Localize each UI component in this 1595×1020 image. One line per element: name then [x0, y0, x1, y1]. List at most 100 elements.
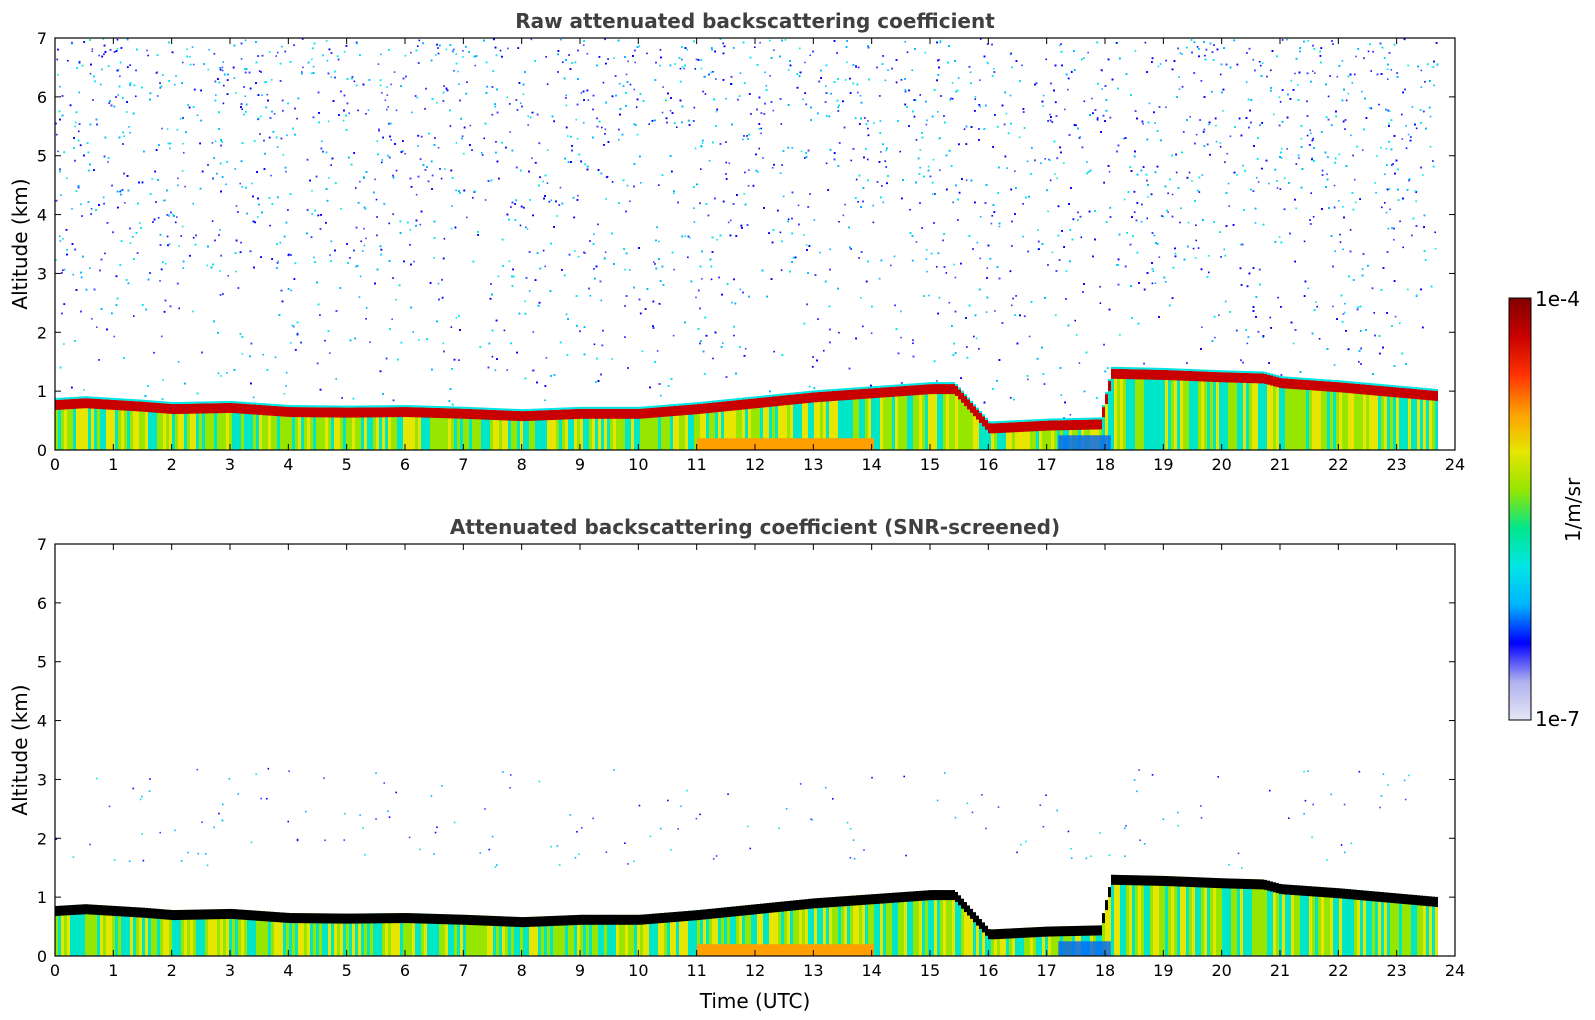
top-layer-band	[658, 407, 661, 418]
top-layer-band	[517, 410, 520, 421]
noise-speck	[461, 135, 464, 137]
noise-speck	[683, 67, 685, 70]
backscatter-column	[901, 386, 904, 450]
backscatter-column	[499, 410, 502, 450]
noise-speck	[386, 94, 389, 96]
noise-speck	[1188, 171, 1191, 174]
backscatter-column	[724, 401, 727, 450]
top-layer-band	[388, 407, 391, 418]
layer-edge	[415, 405, 418, 408]
layer-edge	[1051, 418, 1054, 421]
noise-speck	[1373, 312, 1376, 314]
top-layer-band	[1288, 378, 1291, 389]
noise-speck	[365, 307, 368, 309]
layer-edge	[877, 385, 880, 388]
top-layer-band	[958, 389, 961, 400]
layer-edge	[115, 398, 118, 401]
layer-edge	[394, 405, 397, 408]
top-layer-band	[598, 408, 601, 419]
noise-speck	[957, 77, 960, 79]
top-layer-band	[838, 390, 841, 401]
noise-speck	[979, 79, 981, 81]
noise-speck	[1037, 229, 1039, 231]
top-layer-band	[1384, 386, 1387, 397]
noise-speck	[362, 176, 365, 178]
noise-speck	[474, 64, 477, 67]
top-layer-band	[784, 395, 787, 406]
noise-speck	[1152, 270, 1155, 272]
noise-speck	[386, 108, 388, 111]
top-layer-band	[967, 399, 970, 410]
noise-speck	[412, 331, 415, 333]
surface-layer	[847, 438, 850, 450]
noise-speck	[289, 342, 292, 344]
top-layer-band	[211, 403, 214, 414]
layer-edge	[826, 389, 829, 392]
noise-speck	[782, 195, 785, 198]
backscatter-column	[1237, 372, 1240, 450]
backscatter-column	[1108, 381, 1111, 450]
backscatter-column	[793, 394, 796, 450]
top-layer-band	[973, 406, 976, 417]
noise-speck	[1342, 205, 1344, 208]
backscatter-column	[433, 407, 436, 450]
layer-edge	[1219, 370, 1222, 373]
layer-edge	[1411, 386, 1414, 389]
top-layer-band	[1318, 380, 1321, 391]
layer-edge	[1123, 367, 1126, 370]
top-layer-band	[280, 406, 283, 417]
layer-edge	[1243, 370, 1246, 373]
noise-speck	[90, 207, 93, 210]
noise-speck	[290, 289, 292, 292]
noise-speck	[577, 255, 580, 258]
noise-speck	[1399, 220, 1401, 223]
backscatter-column	[496, 410, 499, 450]
backscatter-column	[886, 387, 889, 450]
noise-speck	[162, 379, 164, 381]
backscatter-column	[598, 408, 601, 450]
backscatter-column	[1234, 372, 1237, 450]
top-layer-band	[277, 406, 280, 417]
backscatter-column	[91, 398, 94, 450]
noise-speck	[1355, 55, 1357, 58]
top-layer-band	[223, 403, 226, 414]
backscatter-column	[169, 403, 172, 450]
layer-edge	[874, 386, 877, 389]
top-layer-band	[1285, 378, 1288, 389]
noise-speck	[954, 276, 957, 279]
layer-edge	[88, 396, 91, 399]
noise-speck	[107, 161, 109, 163]
backscatter-column	[718, 401, 721, 450]
noise-speck	[712, 357, 714, 360]
layer-edge	[571, 407, 574, 410]
layer-edge	[898, 384, 901, 387]
layer-edge	[229, 400, 232, 403]
noise-speck	[1246, 342, 1249, 345]
noise-speck	[276, 51, 279, 54]
surface-layer	[715, 438, 718, 450]
noise-speck	[340, 207, 342, 210]
layer-edge	[472, 407, 475, 410]
backscatter-column	[592, 408, 595, 450]
backscatter-column	[700, 403, 703, 450]
top-layer-band	[97, 398, 100, 409]
noise-speck	[196, 114, 199, 117]
backscatter-column	[1423, 389, 1426, 450]
noise-speck	[277, 260, 280, 263]
layer-edge	[274, 404, 277, 407]
noise-speck	[731, 83, 734, 86]
noise-speck	[657, 184, 660, 186]
noise-speck	[116, 48, 119, 50]
backscatter-column	[619, 408, 622, 450]
noise-speck	[546, 149, 549, 151]
top-layer-band	[241, 403, 244, 414]
top-layer-band	[943, 384, 946, 395]
backscatter-column	[1138, 369, 1141, 450]
layer-edge	[1435, 388, 1438, 391]
backscatter-column	[313, 407, 316, 450]
backscatter-column	[673, 406, 676, 450]
noise-speck	[1376, 155, 1378, 157]
top-layer-band	[697, 404, 700, 415]
backscatter-column	[985, 419, 988, 450]
noise-speck	[1345, 99, 1348, 102]
